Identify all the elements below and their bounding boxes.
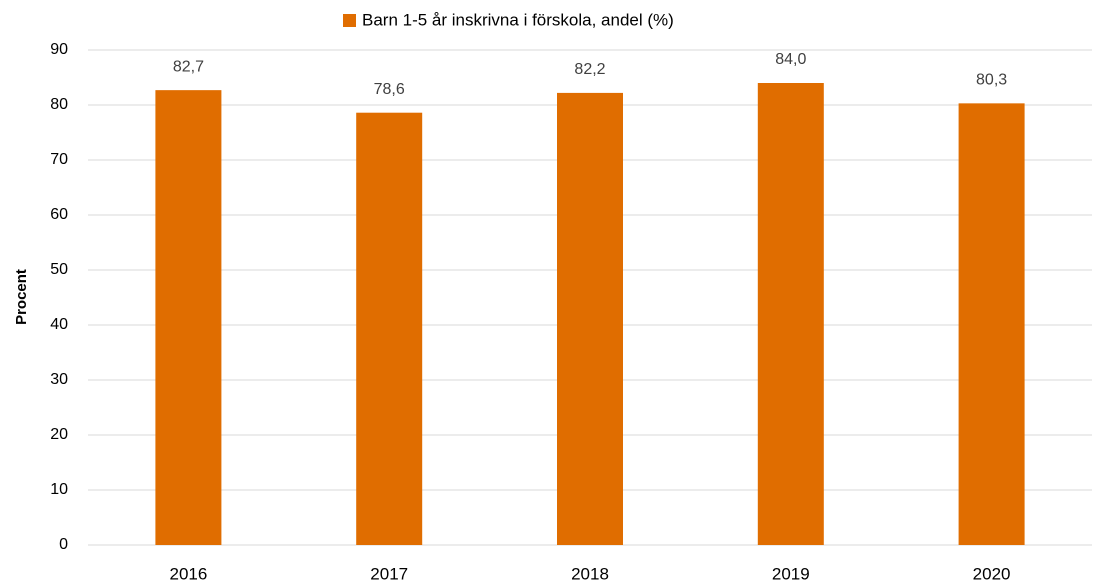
y-tick-label: 70: [50, 151, 68, 168]
y-tick-label: 50: [50, 261, 68, 278]
y-tick-label: 30: [50, 371, 68, 388]
x-tick-label: 2020: [973, 564, 1011, 583]
data-label: 82,2: [574, 61, 605, 78]
x-tick-label: 2019: [772, 564, 810, 583]
y-tick-label: 10: [50, 481, 68, 498]
y-tick-label: 90: [50, 41, 68, 58]
data-label: 80,3: [976, 72, 1007, 89]
y-tick-label: 80: [50, 96, 68, 113]
bar: [557, 92, 623, 546]
x-tick-label: 2018: [571, 564, 609, 583]
data-label: 78,6: [374, 81, 405, 98]
legend-label: Barn 1-5 år inskrivna i förskola, andel …: [362, 10, 674, 29]
x-tick-label: 2017: [370, 564, 408, 583]
y-tick-label: 60: [50, 206, 68, 223]
y-tick-label: 40: [50, 316, 68, 333]
x-tick-label: 2016: [169, 564, 207, 583]
y-axis-label: Procent: [13, 269, 30, 325]
y-tick-label: 0: [59, 536, 68, 553]
data-label: 84,0: [775, 51, 806, 68]
bar: [757, 83, 824, 545]
legend-swatch: [343, 14, 356, 27]
bar: [356, 112, 423, 545]
bar: [155, 90, 222, 546]
y-tick-label: 20: [50, 426, 68, 443]
bar: [958, 103, 1025, 545]
data-label: 82,7: [173, 58, 204, 75]
